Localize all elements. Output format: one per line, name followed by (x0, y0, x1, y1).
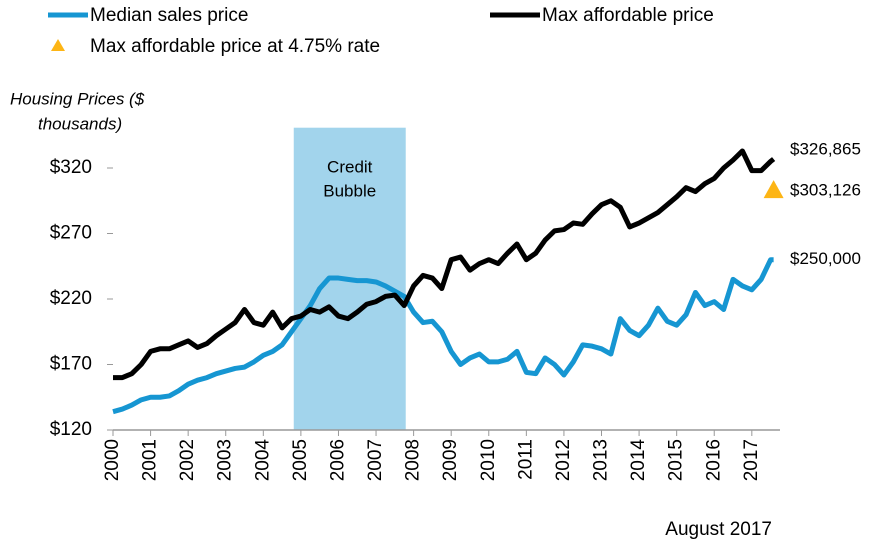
y-tick-label: $120 (50, 419, 92, 440)
x-tick-label: 2017 (741, 439, 762, 481)
series-line (113, 148, 776, 381)
x-tick-label: 2001 (140, 439, 161, 481)
x-tick-label: 2010 (478, 439, 499, 481)
x-tick-label: 2015 (666, 439, 687, 481)
y-tick-label: $320 (50, 157, 92, 178)
x-tick-label: 2002 (177, 439, 198, 481)
x-tick-label: 2006 (327, 439, 348, 481)
note: August 2017 (665, 519, 772, 540)
x-tick-label: 2016 (703, 439, 724, 481)
x-tick-label: 2012 (553, 439, 574, 481)
x-tick-label: 2008 (403, 439, 424, 481)
y-tick-label: $170 (50, 354, 92, 375)
x-tick-label: 2003 (215, 439, 236, 481)
series-line (112, 257, 774, 415)
x-tick-label: 2000 (102, 439, 123, 481)
y-axis-label: thousands) (38, 114, 122, 133)
region-label: Credit (327, 157, 373, 176)
x-tick-label: 2009 (440, 439, 461, 481)
x-tick-label: 2011 (515, 439, 536, 480)
point-marker (763, 180, 784, 199)
end-label: $250,000 (790, 249, 861, 268)
legend-swatch (51, 39, 65, 51)
y-tick-label: $270 (50, 223, 92, 244)
x-tick-label: 2005 (290, 439, 311, 481)
x-tick-label: 2014 (628, 439, 649, 482)
y-tick-label: $220 (50, 288, 92, 309)
legend-label: Max affordable price at 4.75% rate (90, 36, 380, 57)
x-tick-label: 2007 (365, 439, 386, 481)
region-label: Bubble (323, 181, 376, 200)
legend-label: Median sales price (90, 5, 248, 26)
y-axis-label: Housing Prices ($ (10, 89, 145, 108)
end-label: $326,865 (790, 139, 861, 158)
legend-label: Max affordable price (542, 5, 714, 26)
x-tick-label: 2013 (591, 439, 612, 481)
x-tick-label: 2004 (252, 439, 273, 482)
point-label: $303,126 (790, 181, 861, 200)
